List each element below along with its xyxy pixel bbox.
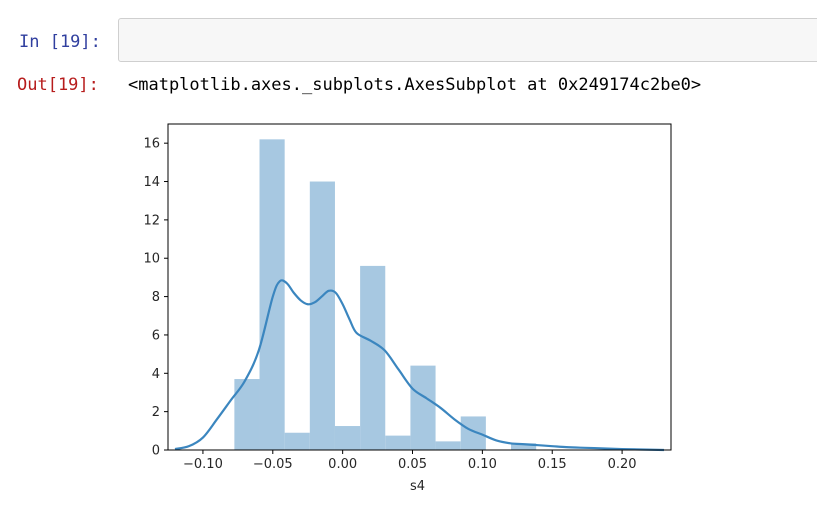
kde-curve	[174, 279, 665, 452]
y-tick-label: 8	[152, 290, 160, 305]
histogram-bar	[284, 432, 310, 450]
histogram-bar	[511, 443, 537, 450]
histogram-bar	[435, 441, 461, 450]
input-prompt: In [19]:	[19, 32, 101, 52]
histogram-bars	[234, 139, 537, 450]
x-tick-label: 0.10	[468, 457, 497, 472]
x-tick-label: −0.05	[253, 457, 293, 472]
histogram-bar	[385, 435, 411, 450]
y-tick-label: 14	[143, 175, 160, 190]
axes-frame	[167, 123, 672, 451]
x-axis-ticks: −0.10 −0.05 0.00 0.05 0.10 0.15 0.20	[183, 450, 637, 472]
y-tick-label: 10	[143, 252, 160, 267]
y-tick-label: 0	[152, 444, 160, 459]
histogram-bar	[259, 139, 285, 450]
y-tick-label: 12	[143, 213, 160, 228]
histogram-bar	[410, 365, 436, 450]
code-input-area[interactable]	[118, 18, 817, 62]
output-text: <matplotlib.axes._subplots.AxesSubplot a…	[128, 75, 702, 95]
x-tick-label: 0.00	[328, 457, 357, 472]
histogram-kde-chart: −0.10 −0.05 0.00 0.05 0.10 0.15 0.20 0 2 4 6 8 10 12…	[143, 123, 672, 494]
y-axis-ticks: 0 2 4 6 8 10 12 14 16	[143, 137, 168, 459]
histogram-bar	[460, 416, 486, 450]
y-tick-label: 16	[143, 137, 160, 152]
histogram-bar	[334, 426, 361, 450]
y-tick-label: 6	[152, 328, 160, 343]
x-tick-label: 0.05	[398, 457, 427, 472]
x-axis-label: s4	[410, 479, 425, 494]
x-tick-label: 0.15	[538, 457, 567, 472]
x-tick-label: −0.10	[183, 457, 223, 472]
y-tick-label: 4	[152, 367, 160, 382]
plot-container: −0.10 −0.05 0.00 0.05 0.10 0.15 0.20 0 2 4 6 8 10 12…	[100, 112, 700, 512]
histogram-bar	[309, 181, 335, 450]
y-tick-label: 2	[152, 405, 160, 420]
output-prompt: Out[19]:	[17, 75, 99, 95]
histogram-bar	[360, 265, 386, 450]
x-tick-label: 0.20	[608, 457, 637, 472]
